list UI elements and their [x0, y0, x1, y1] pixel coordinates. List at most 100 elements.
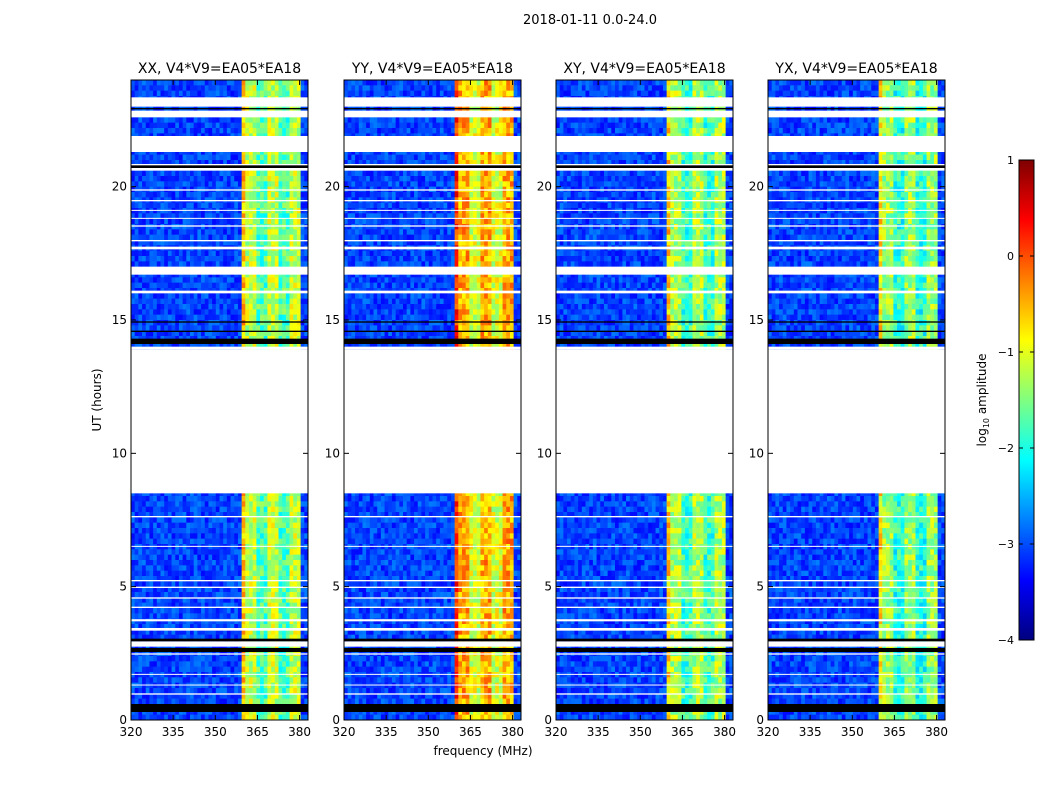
heatmap-cell	[443, 85, 448, 92]
heatmap-cell	[278, 560, 283, 566]
heatmap-cell	[138, 330, 143, 337]
heatmap-cell	[245, 160, 250, 166]
heatmap-cell	[142, 202, 147, 209]
heatmap-cell	[439, 90, 444, 97]
heatmap-cell	[226, 309, 231, 316]
zero-row	[131, 338, 308, 344]
heatmap-cell	[304, 549, 308, 556]
heatmap-cell	[175, 304, 180, 310]
heatmap-cell	[234, 218, 239, 225]
heatmap-cell	[215, 309, 220, 316]
heatmap-cell	[186, 618, 191, 625]
heatmap-cell	[300, 298, 305, 305]
heatmap-cell	[293, 224, 298, 230]
heatmap-cell	[215, 618, 220, 625]
heatmap-cell	[362, 106, 367, 113]
heatmap-cell	[131, 90, 136, 97]
heatmap-cell	[145, 160, 150, 166]
heatmap-cell	[252, 592, 257, 598]
heatmap-cell	[260, 554, 265, 561]
heatmap-cell	[178, 80, 184, 86]
heatmap-cell	[293, 618, 298, 625]
heatmap-cell	[480, 85, 485, 92]
heatmap-cell	[186, 176, 191, 182]
heatmap-cell	[208, 688, 213, 694]
heatmap-cell	[282, 90, 287, 97]
heatmap-cell	[208, 693, 213, 700]
heatmap-cell	[289, 240, 294, 246]
heatmap-cell	[285, 80, 290, 86]
heatmap-cell	[167, 554, 172, 561]
heatmap-cell	[274, 128, 279, 134]
heatmap-cell	[219, 122, 224, 129]
heatmap-cell	[230, 592, 235, 598]
heatmap-cell	[186, 709, 191, 716]
heatmap-cell	[197, 634, 202, 641]
heatmap-cell	[145, 181, 150, 188]
heatmap-cell	[215, 106, 220, 113]
heatmap-cell	[249, 688, 254, 694]
heatmap-cell	[204, 709, 209, 716]
heatmap-cell	[156, 106, 161, 113]
heatmap-cell	[487, 80, 492, 86]
heatmap-cell	[153, 629, 158, 636]
heatmap-cell	[289, 586, 294, 593]
heatmap-cell	[215, 661, 220, 668]
heatmap-cell	[296, 714, 302, 720]
heatmap-cell	[201, 634, 206, 641]
heatmap-cell	[252, 709, 257, 716]
heatmap-cell	[223, 688, 228, 694]
heatmap-cell	[160, 298, 165, 305]
heatmap-cell	[131, 213, 136, 220]
heatmap-cell	[208, 624, 213, 630]
heatmap-cell	[454, 117, 459, 124]
heatmap-cell	[267, 560, 272, 566]
heatmap-cell	[304, 202, 308, 209]
heatmap-cell	[193, 682, 198, 689]
heatmap-cell	[245, 293, 250, 300]
heatmap-cell	[164, 325, 169, 332]
heatmap-cell	[285, 154, 290, 161]
heatmap-cell	[447, 117, 452, 124]
heatmap-cell	[134, 202, 139, 209]
heatmap-cell	[171, 634, 176, 641]
heatmap-cell	[142, 250, 147, 257]
flagged-row	[131, 246, 308, 250]
heatmap-cell	[134, 261, 139, 268]
heatmap-cell	[300, 160, 305, 166]
heatmap-cell	[304, 277, 308, 284]
heatmap-cell	[190, 192, 195, 198]
heatmap-cell	[245, 90, 250, 97]
heatmap-cell	[156, 565, 161, 572]
heatmap-cell	[267, 688, 272, 694]
heatmap-cell	[219, 538, 224, 545]
heatmap-cell	[271, 229, 276, 236]
heatmap-cell	[226, 234, 231, 241]
heatmap-cell	[289, 602, 294, 609]
heatmap-cell	[380, 80, 385, 86]
heatmap-cell	[138, 528, 143, 534]
heatmap-cell	[215, 586, 220, 593]
heatmap-cell	[300, 240, 305, 246]
heatmap-cell	[149, 192, 154, 198]
heatmap-cell	[160, 602, 165, 609]
heatmap-cell	[300, 501, 305, 508]
heatmap-cell	[293, 565, 298, 572]
heatmap-cell	[171, 320, 176, 326]
heatmap-cell	[241, 586, 246, 593]
heatmap-cell	[138, 90, 143, 97]
heatmap-cell	[193, 277, 198, 284]
heatmap-cell	[186, 293, 191, 300]
heatmap-cell	[134, 570, 139, 577]
heatmap-cell	[201, 341, 206, 348]
heatmap-cell	[134, 117, 139, 124]
heatmap-cell	[156, 538, 161, 545]
heatmap-cell	[182, 618, 187, 625]
heatmap-cell	[219, 496, 224, 502]
heatmap-cell	[241, 613, 246, 620]
heatmap-cell	[190, 314, 195, 321]
heatmap-cell	[160, 277, 165, 284]
heatmap-cell	[131, 293, 136, 300]
heatmap-cell	[293, 213, 298, 220]
heatmap-cell	[260, 256, 265, 262]
